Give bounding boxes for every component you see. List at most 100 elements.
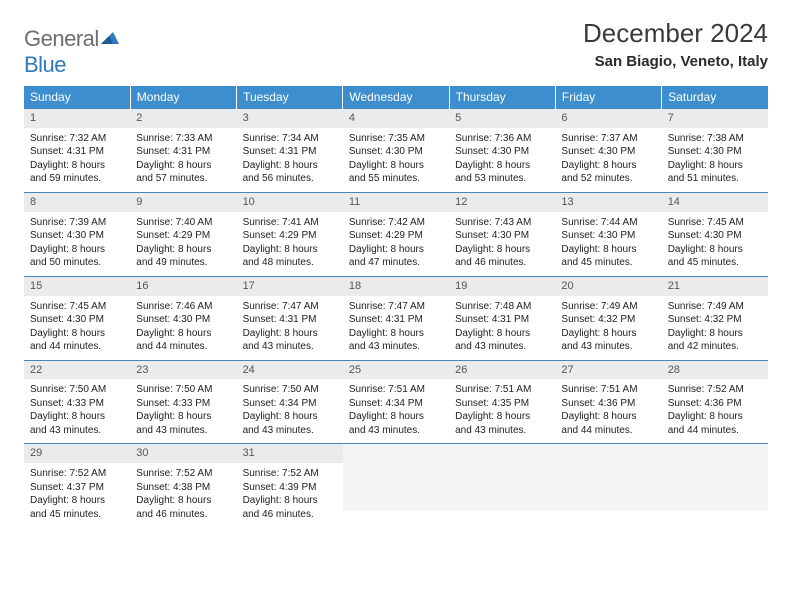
- day-line-day2: and 43 minutes.: [349, 340, 443, 354]
- day-body: Sunrise: 7:52 AMSunset: 4:37 PMDaylight:…: [24, 463, 130, 527]
- day-line-day2: and 48 minutes.: [243, 256, 337, 270]
- calendar-day-cell: 24Sunrise: 7:50 AMSunset: 4:34 PMDayligh…: [237, 360, 343, 444]
- day-line-day2: and 43 minutes.: [455, 424, 549, 438]
- day-number: 13: [555, 193, 661, 212]
- logo-triangle-icon: [101, 24, 119, 50]
- day-line-sunrise: Sunrise: 7:49 AM: [561, 300, 655, 314]
- day-line-day1: Daylight: 8 hours: [243, 159, 337, 173]
- day-line-day1: Daylight: 8 hours: [455, 327, 549, 341]
- day-line-sunrise: Sunrise: 7:36 AM: [455, 132, 549, 146]
- day-line-day1: Daylight: 8 hours: [561, 243, 655, 257]
- calendar-day-cell: 5 Sunrise: 7:36 AMSunset: 4:30 PMDaylight…: [449, 109, 555, 193]
- day-line-sunrise: Sunrise: 7:49 AM: [668, 300, 762, 314]
- day-line-day2: and 50 minutes.: [30, 256, 124, 270]
- day-line-sunrise: Sunrise: 7:50 AM: [30, 383, 124, 397]
- day-line-day2: and 43 minutes.: [349, 424, 443, 438]
- day-body-empty: [343, 463, 449, 511]
- day-body-empty: [662, 463, 768, 511]
- day-line-sunrise: Sunrise: 7:44 AM: [561, 216, 655, 230]
- day-body: Sunrise: 7:47 AMSunset: 4:31 PMDaylight:…: [237, 296, 343, 360]
- day-line-day2: and 43 minutes.: [136, 424, 230, 438]
- calendar-day-cell: 3Sunrise: 7:34 AMSunset: 4:31 PMDaylight…: [237, 109, 343, 193]
- day-body: Sunrise: 7:50 AMSunset: 4:33 PMDaylight:…: [130, 379, 236, 443]
- day-line-day2: and 59 minutes.: [30, 172, 124, 186]
- day-line-day1: Daylight: 8 hours: [455, 410, 549, 424]
- title-block: December 2024 San Biagio, Veneto, Italy: [583, 18, 768, 70]
- day-body: Sunrise: 7:34 AMSunset: 4:31 PMDaylight:…: [237, 128, 343, 192]
- day-line-day2: and 43 minutes.: [561, 340, 655, 354]
- day-number-empty: [343, 444, 449, 463]
- weekday-header: Saturday: [662, 86, 768, 109]
- calendar-day-cell: [662, 444, 768, 527]
- day-line-day1: Daylight: 8 hours: [30, 410, 124, 424]
- day-line-day1: Daylight: 8 hours: [30, 494, 124, 508]
- day-line-day1: Daylight: 8 hours: [561, 410, 655, 424]
- day-number: 9: [130, 193, 236, 212]
- day-line-day2: and 46 minutes.: [455, 256, 549, 270]
- day-line-sunset: Sunset: 4:31 PM: [349, 313, 443, 327]
- day-line-sunrise: Sunrise: 7:46 AM: [136, 300, 230, 314]
- day-line-sunrise: Sunrise: 7:47 AM: [243, 300, 337, 314]
- day-line-sunset: Sunset: 4:31 PM: [243, 145, 337, 159]
- day-line-sunrise: Sunrise: 7:34 AM: [243, 132, 337, 146]
- day-line-sunset: Sunset: 4:33 PM: [136, 397, 230, 411]
- day-body: Sunrise: 7:38 AMSunset: 4:30 PMDaylight:…: [662, 128, 768, 192]
- day-line-day2: and 45 minutes.: [30, 508, 124, 522]
- calendar-day-cell: 7Sunrise: 7:38 AMSunset: 4:30 PMDaylight…: [662, 109, 768, 193]
- calendar-day-cell: 28Sunrise: 7:52 AMSunset: 4:36 PMDayligh…: [662, 360, 768, 444]
- location: San Biagio, Veneto, Italy: [583, 53, 768, 70]
- day-line-day1: Daylight: 8 hours: [455, 159, 549, 173]
- day-line-sunset: Sunset: 4:34 PM: [243, 397, 337, 411]
- day-line-sunrise: Sunrise: 7:52 AM: [136, 467, 230, 481]
- day-line-sunrise: Sunrise: 7:51 AM: [349, 383, 443, 397]
- day-number: 19: [449, 277, 555, 296]
- weekday-header: Wednesday: [343, 86, 449, 109]
- day-body: Sunrise: 7:32 AMSunset: 4:31 PMDaylight:…: [24, 128, 130, 192]
- day-number-empty: [449, 444, 555, 463]
- calendar-day-cell: 22Sunrise: 7:50 AMSunset: 4:33 PMDayligh…: [24, 360, 130, 444]
- day-number: 18: [343, 277, 449, 296]
- day-line-day2: and 44 minutes.: [561, 424, 655, 438]
- calendar-day-cell: 12Sunrise: 7:43 AMSunset: 4:30 PMDayligh…: [449, 192, 555, 276]
- day-body-empty: [555, 463, 661, 511]
- day-line-day1: Daylight: 8 hours: [136, 494, 230, 508]
- day-line-day2: and 44 minutes.: [30, 340, 124, 354]
- day-line-sunrise: Sunrise: 7:43 AM: [455, 216, 549, 230]
- calendar-day-cell: 8Sunrise: 7:39 AMSunset: 4:30 PMDaylight…: [24, 192, 130, 276]
- calendar-day-cell: 31Sunrise: 7:52 AMSunset: 4:39 PMDayligh…: [237, 444, 343, 527]
- day-line-sunrise: Sunrise: 7:48 AM: [455, 300, 549, 314]
- calendar-week-row: 1Sunrise: 7:32 AMSunset: 4:31 PMDaylight…: [24, 109, 768, 193]
- month-title: December 2024: [583, 18, 768, 49]
- day-line-sunset: Sunset: 4:33 PM: [30, 397, 124, 411]
- day-line-day1: Daylight: 8 hours: [349, 327, 443, 341]
- day-line-day1: Daylight: 8 hours: [30, 159, 124, 173]
- day-body: Sunrise: 7:52 AMSunset: 4:39 PMDaylight:…: [237, 463, 343, 527]
- day-number: 23: [130, 361, 236, 380]
- day-line-sunset: Sunset: 4:30 PM: [455, 145, 549, 159]
- day-line-day2: and 43 minutes.: [455, 340, 549, 354]
- calendar-day-cell: 1Sunrise: 7:32 AMSunset: 4:31 PMDaylight…: [24, 109, 130, 193]
- day-line-sunrise: Sunrise: 7:41 AM: [243, 216, 337, 230]
- day-line-sunset: Sunset: 4:30 PM: [561, 145, 655, 159]
- weekday-header: Sunday: [24, 86, 130, 109]
- calendar-day-cell: 23Sunrise: 7:50 AMSunset: 4:33 PMDayligh…: [130, 360, 236, 444]
- day-body: Sunrise: 7:49 AMSunset: 4:32 PMDaylight:…: [662, 296, 768, 360]
- day-number: 15: [24, 277, 130, 296]
- day-number: 3: [237, 109, 343, 128]
- day-body: Sunrise: 7:46 AMSunset: 4:30 PMDaylight:…: [130, 296, 236, 360]
- day-line-sunset: Sunset: 4:31 PM: [243, 313, 337, 327]
- day-number: 5: [449, 109, 555, 128]
- day-number: 26: [449, 361, 555, 380]
- day-line-sunset: Sunset: 4:37 PM: [30, 481, 124, 495]
- day-line-day2: and 45 minutes.: [561, 256, 655, 270]
- logo-text: General Blue: [24, 24, 119, 78]
- weekday-header: Monday: [130, 86, 236, 109]
- day-line-day2: and 55 minutes.: [349, 172, 443, 186]
- day-body: Sunrise: 7:51 AMSunset: 4:35 PMDaylight:…: [449, 379, 555, 443]
- day-line-day1: Daylight: 8 hours: [243, 494, 337, 508]
- day-number: 21: [662, 277, 768, 296]
- day-body: Sunrise: 7:45 AMSunset: 4:30 PMDaylight:…: [24, 296, 130, 360]
- day-number: 12: [449, 193, 555, 212]
- day-line-day2: and 53 minutes.: [455, 172, 549, 186]
- calendar-day-cell: 30Sunrise: 7:52 AMSunset: 4:38 PMDayligh…: [130, 444, 236, 527]
